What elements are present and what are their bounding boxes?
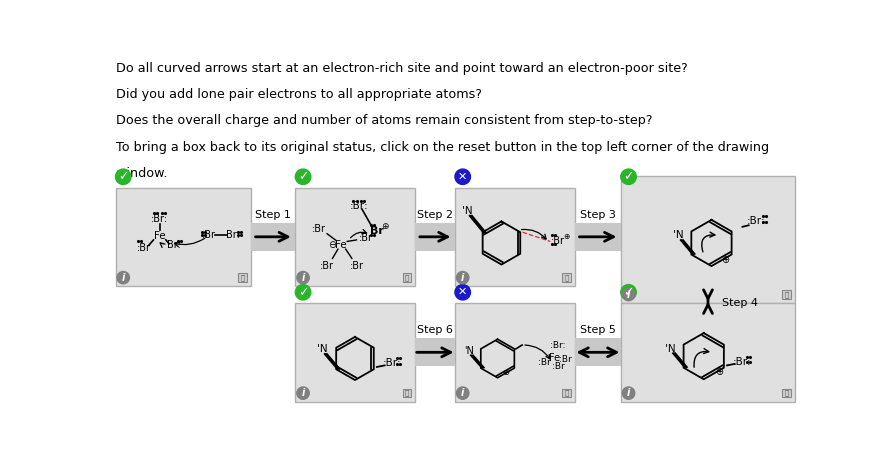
- Text: Step 4: Step 4: [722, 298, 758, 308]
- Bar: [296, 187, 415, 286]
- Circle shape: [622, 387, 635, 399]
- Text: i: i: [461, 388, 464, 398]
- Text: Step 5: Step 5: [580, 325, 616, 336]
- Text: ⊖: ⊖: [328, 239, 336, 250]
- Bar: [238, 273, 246, 282]
- Circle shape: [296, 169, 311, 185]
- Text: :Br: :Br: [551, 236, 565, 245]
- Bar: [115, 187, 251, 286]
- Text: ⊕: ⊕: [563, 232, 570, 241]
- Text: Step 1: Step 1: [255, 210, 291, 220]
- Text: Do all curved arrows start at an electron-rich site and point toward an electron: Do all curved arrows start at an electro…: [116, 62, 689, 75]
- Text: :Br: :Br: [559, 355, 572, 364]
- Text: :Br: :Br: [349, 261, 363, 271]
- Text: ✓: ✓: [623, 170, 634, 183]
- Text: Step 6: Step 6: [417, 325, 453, 336]
- Circle shape: [455, 169, 471, 185]
- Text: window.: window.: [116, 167, 168, 180]
- Text: 'N: 'N: [665, 344, 676, 354]
- Text: i: i: [627, 289, 630, 300]
- Text: :Br: :Br: [313, 224, 326, 234]
- Text: :Br:: :Br:: [383, 358, 402, 368]
- Text: ✕: ✕: [458, 172, 467, 182]
- Bar: [455, 303, 575, 402]
- Text: ⊕: ⊕: [715, 367, 723, 377]
- Text: :Br: :Br: [552, 362, 564, 371]
- Text: ⤢: ⤢: [564, 274, 569, 281]
- Text: Fe: Fe: [335, 239, 346, 250]
- Text: Br:: Br:: [167, 240, 180, 250]
- Bar: [563, 389, 571, 397]
- Bar: [621, 176, 795, 303]
- Text: ⤢: ⤢: [240, 274, 245, 281]
- Text: To bring a box back to its original status, click on the reset button in the top: To bring a box back to its original stat…: [116, 141, 770, 153]
- Bar: [621, 303, 795, 402]
- Bar: [575, 338, 621, 366]
- Text: :Br:: :Br:: [349, 201, 368, 211]
- Text: ⊕: ⊕: [502, 368, 509, 377]
- Text: :Br: :Br: [203, 230, 216, 240]
- Text: ✕: ✕: [458, 287, 467, 297]
- Circle shape: [456, 271, 469, 284]
- Text: 'N: 'N: [317, 345, 328, 354]
- Text: i: i: [301, 273, 305, 283]
- Text: ⊕: ⊕: [722, 255, 730, 265]
- Text: ⤢: ⤢: [785, 291, 789, 298]
- Text: ✓: ✓: [623, 286, 634, 299]
- Text: ⤢: ⤢: [564, 390, 569, 396]
- Text: i: i: [461, 273, 464, 283]
- Bar: [296, 303, 415, 402]
- Text: :Br:: :Br:: [733, 356, 752, 367]
- Text: ✓: ✓: [297, 286, 308, 299]
- Text: :Br: :Br: [138, 243, 151, 253]
- Bar: [403, 273, 411, 282]
- Circle shape: [455, 285, 471, 300]
- Circle shape: [456, 387, 469, 399]
- Circle shape: [621, 285, 637, 300]
- Text: ✓: ✓: [297, 170, 308, 183]
- Text: Fe: Fe: [154, 231, 165, 241]
- Text: :Br:: :Br:: [747, 217, 765, 227]
- Text: 'N: 'N: [464, 346, 474, 356]
- Text: ⤢: ⤢: [785, 390, 789, 396]
- Circle shape: [117, 271, 129, 284]
- Text: :Br: :Br: [538, 358, 550, 367]
- Text: ✓: ✓: [118, 170, 129, 183]
- Text: i: i: [301, 388, 305, 398]
- Text: Fe: Fe: [549, 353, 561, 362]
- Text: :Br: :Br: [359, 233, 372, 244]
- Text: 'N: 'N: [462, 206, 472, 216]
- Text: :Br:: :Br:: [550, 341, 566, 350]
- Bar: [415, 223, 455, 251]
- Circle shape: [621, 169, 637, 185]
- Bar: [403, 389, 411, 397]
- Circle shape: [296, 285, 311, 300]
- Text: i: i: [627, 388, 630, 398]
- Bar: [782, 389, 791, 397]
- Circle shape: [296, 387, 309, 399]
- Bar: [455, 187, 575, 286]
- Circle shape: [115, 169, 131, 185]
- Text: i: i: [121, 273, 125, 283]
- Text: ⤢: ⤢: [405, 390, 409, 396]
- Text: Step 3: Step 3: [580, 210, 616, 220]
- Text: ⤢: ⤢: [405, 274, 409, 281]
- Text: Step 2: Step 2: [417, 210, 453, 220]
- Bar: [575, 223, 621, 251]
- Text: 'N: 'N: [673, 230, 684, 240]
- Text: ⊕: ⊕: [380, 221, 388, 230]
- Bar: [415, 338, 455, 366]
- Bar: [782, 290, 791, 299]
- Bar: [251, 223, 296, 251]
- Text: Br: Br: [370, 227, 384, 236]
- Bar: [563, 273, 571, 282]
- Text: :Br: :Br: [320, 261, 334, 271]
- Text: Does the overall charge and number of atoms remain consistent from step-to-step?: Does the overall charge and number of at…: [116, 114, 653, 127]
- Circle shape: [296, 271, 309, 284]
- Text: :Br:: :Br:: [151, 214, 168, 224]
- Text: Did you add lone pair electrons to all appropriate atoms?: Did you add lone pair electrons to all a…: [116, 88, 482, 101]
- Circle shape: [622, 288, 635, 301]
- Text: Br:: Br:: [226, 230, 240, 240]
